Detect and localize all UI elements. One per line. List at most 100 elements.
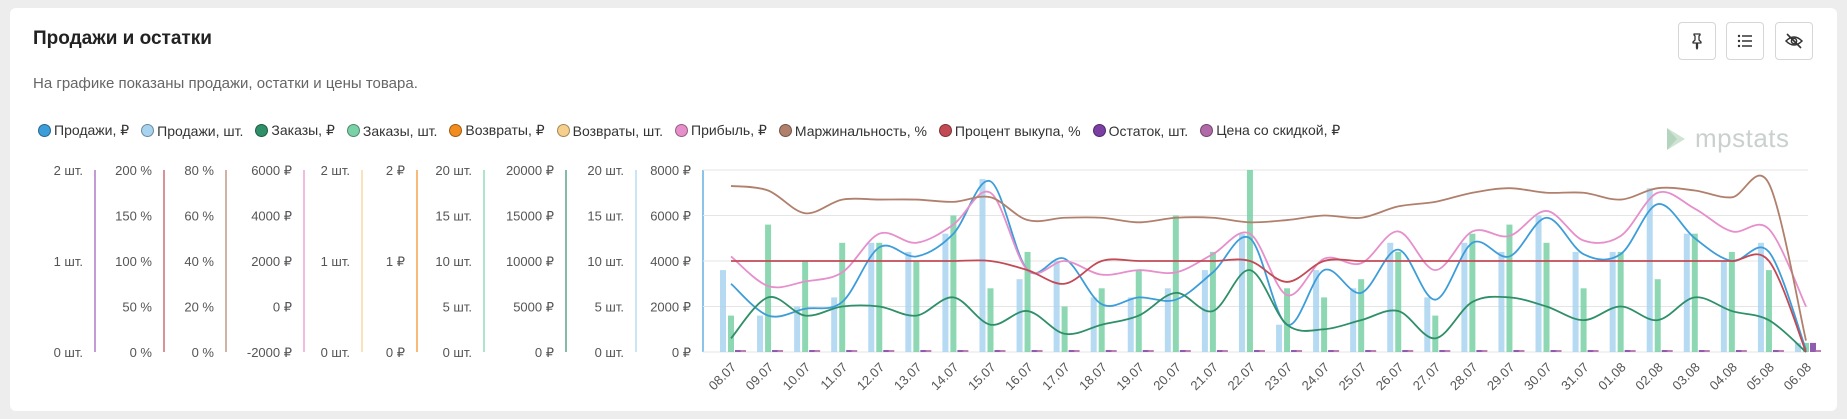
chart-bar <box>1735 350 1742 352</box>
chart-bar <box>1016 279 1023 352</box>
y-tick-label: 2 шт. <box>54 163 83 178</box>
y-tick-label: 0 ₽ <box>535 345 554 360</box>
chart-bar <box>1555 350 1562 352</box>
x-tick-label: 27.07 <box>1410 360 1444 394</box>
x-tick-label: 03.08 <box>1669 360 1703 394</box>
chart-bar <box>1609 251 1616 352</box>
chart-description: На графике показаны продажи, остатки и ц… <box>33 75 418 92</box>
x-tick-label: 12.07 <box>854 360 888 394</box>
chart-bar <box>1757 242 1764 352</box>
legend-label: Возвраты, ₽ <box>465 122 545 138</box>
chart-bar <box>913 261 920 352</box>
legend-item[interactable]: Процент выкупа, % <box>938 122 1081 139</box>
x-tick-label: 30.07 <box>1521 360 1555 394</box>
y-tick-label: 20 шт. <box>587 163 624 178</box>
pin-button[interactable] <box>1678 22 1716 60</box>
x-tick-label: 14.07 <box>928 360 962 394</box>
chart-bar <box>1328 350 1335 352</box>
y-tick-label: 2 ₽ <box>386 163 405 178</box>
chart-bar <box>925 350 932 352</box>
y-tick-label: 20 % <box>184 300 214 315</box>
page-title: Продажи и остатки <box>33 28 212 49</box>
list-icon <box>1737 34 1752 48</box>
chart-bar <box>1105 350 1112 352</box>
chart-bar <box>1098 288 1105 352</box>
chart-bar <box>1276 324 1283 352</box>
chart-bar <box>1127 297 1134 352</box>
chart-bar <box>1550 350 1557 352</box>
chart-bar <box>1258 350 1265 352</box>
chart-bar <box>950 215 957 352</box>
chart-bar <box>962 350 969 352</box>
legend-item[interactable]: Прибыль, ₽ <box>675 122 767 139</box>
chart-bar <box>720 270 726 352</box>
series-line <box>730 269 1807 353</box>
chart-bar <box>1698 350 1705 352</box>
list-view-button[interactable] <box>1726 22 1764 60</box>
y-tick-label: 20000 ₽ <box>506 163 554 178</box>
legend-item[interactable]: Заказы, ₽ <box>255 122 335 139</box>
chart-bar <box>1810 342 1816 352</box>
chart-bar <box>905 251 912 352</box>
chart-bar <box>1629 350 1636 352</box>
legend-item[interactable]: Маржинальность, % <box>778 123 927 139</box>
chart-bar <box>1469 233 1476 352</box>
chart-bar <box>1402 350 1409 352</box>
y-tick-label: 15000 ₽ <box>506 209 554 224</box>
chart-card <box>10 8 1837 411</box>
legend-dot-icon <box>938 124 952 137</box>
chart-bar <box>1068 350 1075 352</box>
y-tick-label: 6000 ₽ <box>251 163 292 178</box>
chart-bar <box>1142 350 1149 352</box>
legend-item[interactable]: Возвраты, ₽ <box>449 122 545 139</box>
y-tick-label: 5000 ₽ <box>513 300 554 315</box>
x-tick-label: 09.07 <box>743 360 777 394</box>
chart-bar <box>1147 350 1154 352</box>
chart-bar <box>1795 342 1801 352</box>
logo-text: mpstats <box>1695 123 1790 153</box>
y-tick-label: 0 % <box>192 345 215 360</box>
chart-bar <box>1135 270 1142 352</box>
x-tick-label: 25.07 <box>1336 360 1370 394</box>
x-tick-label: 16.07 <box>1002 360 1036 394</box>
chart-bar <box>1646 188 1653 352</box>
chart-bar <box>1036 350 1043 352</box>
legend-item[interactable]: Продажи, ₽ <box>38 122 129 139</box>
y-tick-label: 10 шт. <box>587 254 624 269</box>
y-tick-label: 2000 ₽ <box>650 300 691 315</box>
chart-bar <box>942 233 949 352</box>
chart-bar <box>809 350 816 352</box>
legend-label: Продажи, ₽ <box>54 122 130 138</box>
legend-dot-icon <box>1092 124 1106 137</box>
chart-bar <box>757 315 764 352</box>
x-tick-label: 11.07 <box>817 360 850 393</box>
legend-item[interactable]: Возвраты, шт. <box>556 123 663 139</box>
hide-button[interactable] <box>1775 22 1813 60</box>
legend-item[interactable]: Продажи, шт. <box>141 123 243 139</box>
chart-bar <box>876 242 883 352</box>
chart-bar <box>1238 233 1245 352</box>
legend-item[interactable]: Остаток, шт. <box>1092 123 1188 139</box>
chart-bar <box>1407 350 1414 352</box>
y-tick-label: 60 % <box>184 209 214 224</box>
legend-label: Заказы, шт. <box>362 122 438 139</box>
chart-bar <box>1387 242 1394 352</box>
x-tick-label: 10.07 <box>780 360 814 394</box>
chart-bar <box>1024 251 1031 352</box>
y-tick-label: 4000 ₽ <box>251 209 292 224</box>
legend-dot-icon <box>255 124 269 137</box>
chart-bar <box>1481 350 1488 352</box>
legend-item[interactable]: Цена со скидкой, ₽ <box>1200 122 1340 139</box>
chart-bar <box>999 350 1006 352</box>
eye-off-icon <box>1784 33 1804 49</box>
legend-label: Процент выкупа, % <box>954 122 1081 139</box>
legend-item[interactable]: Заказы, шт. <box>346 122 438 139</box>
chart-bar <box>1439 350 1446 352</box>
chart-bar <box>1216 350 1223 352</box>
y-tick-label: 0 шт. <box>595 345 624 360</box>
chart-bar <box>831 297 838 352</box>
chart-bar <box>814 350 821 352</box>
x-tick-label: 22.07 <box>1224 360 1258 394</box>
chart-bar <box>868 242 875 352</box>
